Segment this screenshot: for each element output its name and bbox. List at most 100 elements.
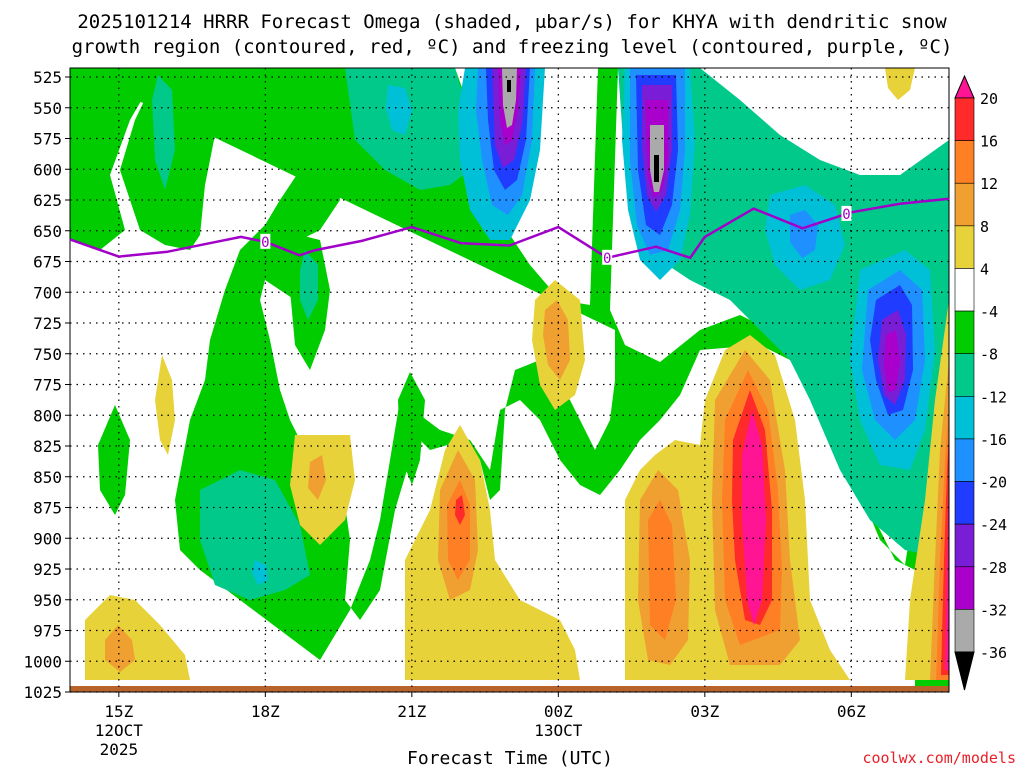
freezing-level-label-bg	[260, 233, 271, 249]
colorbar-swatch	[954, 140, 975, 184]
colorbar-swatch	[954, 523, 975, 568]
omega-region-orange-2	[308, 455, 326, 500]
omega-region-darkorange-1	[447, 480, 470, 580]
omega-region-orange-4	[543, 300, 570, 380]
y-tick-label: 850	[33, 468, 62, 487]
y-axis-ticks: 525 550 575 600 625 650 675 700 725 750 775 800 825 8…	[23, 68, 70, 702]
freezing-level-line	[69, 197, 950, 260]
colorbar-bottom-arrow	[954, 651, 975, 691]
omega-region-teal-4	[618, 68, 949, 560]
omega-region-teal-3	[345, 68, 470, 190]
y-tick-label: 550	[33, 99, 62, 118]
colorbar-swatch	[954, 310, 975, 354]
omega-region-red-3	[455, 495, 465, 525]
omega-region-pink-1	[742, 410, 766, 625]
credit-link[interactable]: coolwx.com/models	[862, 749, 1016, 767]
colorbar-swatch	[954, 225, 975, 269]
omega-shading	[70, 68, 949, 692]
y-tick-label: 575	[33, 130, 62, 149]
colorbar-swatch	[954, 481, 975, 525]
colorbar-label: -24	[980, 516, 1007, 534]
freezing-level-label: 0	[261, 235, 269, 251]
omega-region-yellow-8	[885, 68, 915, 100]
x-tick-label: 06Z	[837, 702, 866, 721]
colorbar-label: -4	[980, 303, 998, 321]
omega-region-orange-1	[105, 625, 135, 672]
x-tick-label: 13OCT	[534, 721, 583, 740]
y-tick-label: 600	[33, 160, 62, 179]
y-tick-label: 925	[33, 560, 62, 579]
omega-region-black-2	[654, 155, 659, 182]
colorbar-label: 8	[980, 218, 989, 236]
omega-region-pink-2	[945, 470, 949, 670]
gridlines	[69, 67, 950, 693]
freezing-level-label-bg	[841, 205, 852, 221]
x-tick-label: 00Z	[544, 702, 573, 721]
colorbar-label: 12	[980, 175, 998, 193]
y-tick-label: 700	[33, 283, 62, 302]
x-tick-label: 03Z	[690, 702, 719, 721]
y-tick-label: 825	[33, 437, 62, 456]
colorbar-label: -20	[980, 474, 1007, 492]
freezing-level-label-bg	[602, 249, 613, 265]
colorbar-label: -8	[980, 346, 998, 364]
y-tick-label: 975	[33, 622, 62, 641]
y-tick-label: 650	[33, 222, 62, 241]
colorbar-swatch	[954, 353, 975, 397]
x-axis-label: Forecast Time (UTC)	[407, 748, 613, 768]
y-tick-label: 775	[33, 376, 62, 395]
omega-region-green-left	[70, 68, 160, 250]
colorbar-swatch	[954, 438, 975, 482]
x-tick-label: 15Z	[104, 702, 133, 721]
omega-region-darkorange-2	[648, 500, 676, 640]
chart-title-line-1: 2025101214 HRRR Forecast Omega (shaded, …	[77, 11, 947, 33]
x-tick-label: 12OCT	[95, 721, 144, 740]
colorbar-swatch	[954, 97, 975, 141]
colorbar-label: -36	[980, 644, 1007, 662]
y-tick-label: 675	[33, 253, 62, 272]
y-tick-label: 900	[33, 529, 62, 548]
colorbar-swatch	[954, 396, 975, 440]
omega-region-yellow-3	[290, 435, 355, 545]
colorbar-swatch	[954, 268, 975, 312]
y-tick-label: 725	[33, 314, 62, 333]
omega-region-teal-1	[152, 75, 175, 190]
omega-region-blue-4	[790, 210, 818, 258]
omega-region-teal-2	[200, 470, 310, 600]
colorbar-label: 16	[980, 133, 998, 151]
omega-region-cyan-6	[252, 560, 268, 585]
colorbar-label: 4	[980, 260, 989, 278]
y-tick-label: 625	[33, 191, 62, 210]
y-tick-label: 1000	[23, 652, 62, 671]
omega-region-magenta-3	[884, 330, 900, 392]
colorbar-top-arrow	[954, 74, 975, 99]
x-tick-label: 2025	[100, 740, 139, 759]
y-tick-label: 1025	[23, 683, 62, 702]
omega-region-black-1	[507, 80, 511, 92]
omega-region-green-lowleft	[98, 405, 130, 515]
colorbar-swatch	[954, 566, 975, 610]
colorbar-swatch	[954, 609, 975, 653]
colorbar-label: -16	[980, 431, 1007, 449]
colorbar-label: -32	[980, 601, 1007, 619]
x-tick-label: 18Z	[251, 702, 280, 721]
y-tick-label: 950	[33, 591, 62, 610]
x-tick-label: 21Z	[397, 702, 426, 721]
freezing-level-label: 0	[603, 251, 611, 267]
freezing-level-label: 0	[842, 207, 850, 223]
colorbar-label: 20	[980, 90, 998, 108]
plot-border	[69, 67, 950, 693]
omega-region-cyan-5	[386, 85, 412, 135]
y-tick-label: 875	[33, 499, 62, 518]
colorbar-swatch	[954, 182, 975, 227]
y-tick-label: 525	[33, 68, 62, 87]
colorbar-label: -28	[980, 559, 1007, 577]
surface-ground-strip	[70, 686, 949, 692]
omega-region-teal-5	[300, 250, 318, 320]
omega-region-gray-1	[502, 68, 517, 128]
y-tick-label: 750	[33, 345, 62, 364]
omega-region-green-small	[398, 372, 425, 485]
freezing-level-labels: 0 0 0	[260, 205, 852, 267]
